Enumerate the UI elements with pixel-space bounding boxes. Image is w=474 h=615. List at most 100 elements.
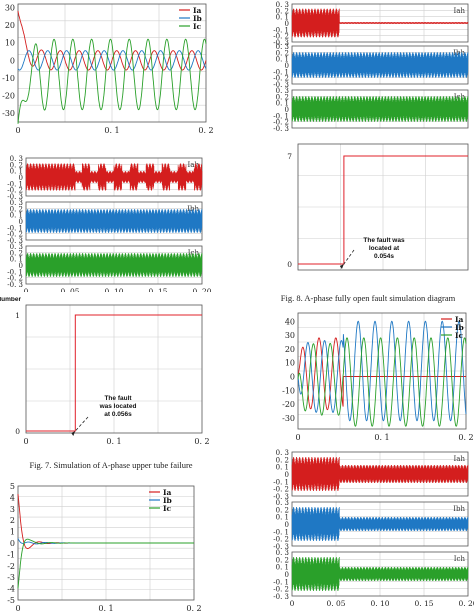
fig8-signals-ytick-label: 0 [285, 571, 289, 579]
fig7-currents-legend-label: Ib [193, 14, 202, 23]
fig7-currents-2-ytick-label: 3 [10, 505, 15, 514]
fig8-signals-ytick-label: -0. 1 [273, 478, 289, 486]
fig8-signals-top-ytick-label: -0. 1 [273, 112, 289, 120]
fig7-signals-ytick-label: 0 [19, 174, 23, 182]
fig8-signals-top-ytick-label: 0. 3 [276, 43, 289, 51]
fig8-fault-annotation-arrowhead [339, 264, 344, 269]
fig7-currents-2-xtick-label: 0. 2 [186, 604, 201, 613]
fig8-signals-top-strip-label: Ibh [453, 49, 465, 57]
fig8-signals-xtick-label: 0. 15 [414, 599, 433, 608]
fig7-currents-2-legend-label: Ib [163, 496, 172, 505]
fig7-currents-2-ytick-label: 2 [10, 516, 15, 525]
fig8-currents-xtick-label: 0 [295, 433, 300, 442]
fig8-currents-ytick-label: -10 [282, 386, 295, 395]
fig8-currents-ytick-label: 0 [290, 373, 295, 382]
fig8-fault-ytick-label: 7 [287, 152, 292, 161]
fig8-currents-legend-label: Ic [455, 331, 464, 340]
fig8-signals-xtick-label: 0. 10 [370, 599, 389, 608]
fig8-signals-top-signal-0 [291, 8, 469, 38]
fig8-signals-top-ytick-label: 0 [285, 106, 289, 114]
fig7-signals-ytick-label: 0. 3 [10, 243, 23, 251]
fig7-caption: Fig. 7. Simulation of A-phase upper tube… [29, 460, 193, 470]
fig7-currents-series-ia [17, 10, 207, 71]
fig8-signals-xtick-label: 0 [290, 599, 295, 608]
fig8-currents-ytick-label: 10 [285, 359, 295, 368]
fig8-signals-strip-label: Iah [454, 455, 466, 463]
fig8-signals-ytick-label: 0. 2 [276, 456, 289, 464]
fig8-signals-ytick-label: 0. 3 [276, 499, 289, 507]
fig7-signals-ytick-label: 0. 1 [10, 168, 23, 176]
fig7-fault-ytick-label: 0 [15, 427, 20, 436]
fig7-currents-series-ib [17, 50, 207, 71]
fig7-signals-ytick-label: 0. 3 [10, 199, 23, 207]
fig7-currents-ytick-label: 10 [5, 39, 15, 48]
fig7-currents-series-ic [17, 38, 207, 124]
fig8-signals-xtick-label: 0. 05 [326, 599, 345, 608]
fig8-signals-ytick-label: 0. 1 [276, 564, 289, 572]
fig8-signals-top-ytick-label: 0. 2 [276, 7, 289, 15]
fig7-currents-2-ytick-label: -2 [7, 562, 15, 571]
fig8-signals-ytick-label: -0. 3 [273, 543, 289, 551]
fig7-currents-2-ytick-label: -1 [7, 550, 15, 559]
fig8-currents-ytick-label: -30 [282, 414, 295, 423]
fig8-signals-top-ytick-label: 0. 1 [276, 56, 289, 64]
fig7-signals-xtick-label: 0 [24, 287, 29, 292]
fig8-fault-annotation-text: The fault was [363, 237, 405, 244]
fig7-currents-ytick-label: -30 [2, 109, 15, 118]
fig8-signals-ytick-label: 0 [285, 521, 289, 529]
fig7-signals-xtick-label: 0. 05 [60, 287, 79, 292]
fig7-signals-ytick-label: -0. 1 [7, 180, 23, 188]
fig7-fault-xtick-label: 0. 2 [194, 437, 209, 446]
fig7-currents-legend-label: Ia [193, 6, 202, 15]
fig7-fault-annotation-arrowhead [71, 431, 76, 436]
fig7-currents-2-yticks: 5 4 3 2 1 0 -1 -2 -3 -4 -5 [7, 482, 15, 605]
fig8-signals-ytick-label: 0. 2 [276, 506, 289, 514]
fig7-signals-signal-2 [25, 253, 203, 277]
fig7-currents-2-ytick-label: -4 [7, 585, 15, 594]
fig7-currents-2-xtick-label: 0 [15, 604, 20, 613]
fig8-signals-ytick-label: -0. 2 [273, 586, 289, 594]
fig7-signals-ytick-label: 0 [19, 262, 23, 270]
fig8-fault-frame [297, 143, 469, 271]
fig7-currents-2-ytick-label: 1 [10, 528, 15, 537]
fig7-signals-ytick-label: 0 [19, 218, 23, 226]
fig8-signals-signal-2 [291, 556, 469, 592]
fig8-signals-signal-0 [291, 456, 469, 492]
fig7-currents-2-ytick-label: 4 [10, 493, 15, 502]
fig7-signals-ytick-label: 0. 2 [10, 161, 23, 169]
fig7-fault-annotation-arrow [74, 416, 89, 432]
fig8-signals-top-ytick-label: 0. 3 [276, 1, 289, 9]
fig7-currents-2-xticks: 0 0. 1 0. 2 [15, 604, 201, 613]
fig8-currents-series-ib [297, 320, 467, 422]
fig8-signals-top-ytick-label: -0. 1 [273, 26, 289, 34]
fig8-signals-ytick-label: -0. 2 [273, 536, 289, 544]
fig8-signals-top-ytick-label: 0. 1 [276, 100, 289, 108]
fig7-signals-ytick-label: 0. 3 [10, 155, 23, 163]
fig7-signals-xtick-label: 0. 15 [148, 287, 167, 292]
fig8-signals-top-ytick-label: -0. 3 [273, 39, 289, 47]
fig7-signals-xtick-label: 0. 20 [192, 287, 211, 292]
fig7-signals-ytick-label: 0. 1 [10, 256, 23, 264]
fig7-currents-xtick-label: 0. 2 [198, 126, 213, 135]
fig7-currents-ytick-label: 0 [10, 56, 15, 65]
fig7-currents-2-ytick-label: 5 [10, 482, 15, 491]
fig8-signals-top-ytick-label: 0. 2 [276, 93, 289, 101]
fig7-currents-plot [17, 3, 207, 124]
fig7-signals-ytick-label: 0. 1 [10, 212, 23, 220]
fig8-signals-top-ytick-label: 0. 3 [276, 87, 289, 95]
fig7-currents-2-ytick-label: -3 [7, 573, 15, 582]
fig8-currents-series-ic [297, 337, 467, 427]
fig8-signals-strip-label: Ibh [453, 505, 465, 513]
fig8-signals-xtick-label: 0. 20 [458, 599, 474, 608]
